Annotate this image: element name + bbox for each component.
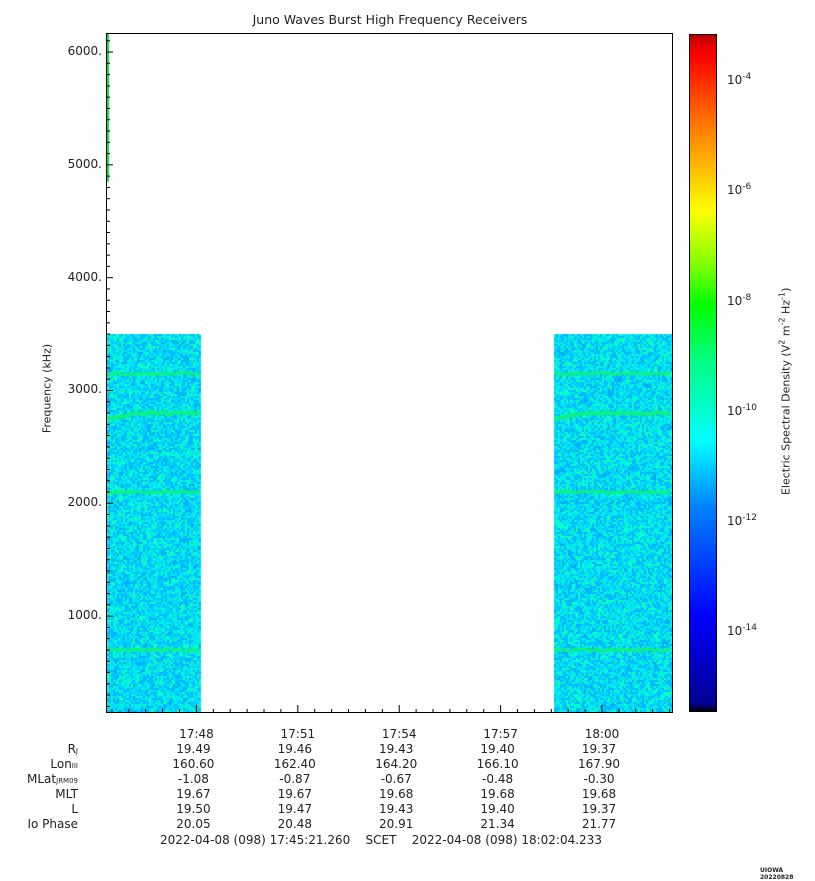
ephemeris-row-label: MLT: [0, 787, 78, 801]
time-range-footer: 2022-04-08 (098) 17:45:21.260 SCET 2022-…: [160, 833, 602, 847]
ephemeris-value: 19.47: [277, 802, 312, 816]
ephemeris-label-text: R: [67, 742, 76, 756]
colorbar-tick-exponent: -12: [742, 513, 757, 524]
ephemeris-label-subscript: III: [71, 762, 78, 770]
ephemeris-value: -0.67: [380, 772, 412, 786]
y-tick-label: 2000.: [67, 495, 102, 510]
scet-label: SCET: [365, 833, 397, 847]
ephemeris-value: 162.40: [273, 757, 316, 771]
colorbar-tick-label: 10-10: [727, 403, 757, 418]
ephemeris-value: 19.40: [480, 742, 515, 756]
colorbar-tick-base: 10: [727, 403, 743, 418]
colorbar-tick-exponent: -14: [742, 623, 757, 634]
ephemeris-label-text: Lon: [50, 757, 72, 771]
ephemeris-row-label: L: [0, 802, 78, 816]
ephemeris-label-subscript: JRM09: [56, 777, 78, 785]
ephemeris-value: 19.37: [581, 742, 617, 756]
version-tag: UIOWA 20220828: [760, 867, 794, 881]
ephemeris-value: -1.08: [177, 772, 209, 786]
start-time: 2022-04-08 (098) 17:45:21.260: [160, 833, 351, 847]
ephemeris-value: -0.87: [279, 772, 311, 786]
ephemeris-value: 19.46: [277, 742, 312, 756]
chart-title: Juno Waves Burst High Frequency Receiver…: [252, 12, 528, 27]
ephemeris-value: 19.43: [379, 742, 414, 756]
ephemeris-value: 19.49: [176, 742, 211, 756]
ephemeris-label-text: L: [71, 802, 78, 816]
ephemeris-row-label: RJ: [0, 742, 78, 756]
ephemeris-value: 19.43: [379, 802, 414, 816]
ephemeris-value: -0.48: [482, 772, 514, 786]
colorbar-tick-label: 10-12: [727, 513, 757, 528]
ephemeris-value: 19.67: [176, 787, 211, 801]
y-tick-label: 1000.: [67, 608, 102, 623]
y-tick-label: 6000.: [67, 44, 102, 59]
ephemeris-label-text: Io Phase: [27, 817, 78, 831]
ephemeris-value: 19.67: [277, 787, 312, 801]
colorbar-tick-label: 10-6: [727, 182, 751, 197]
ephemeris-label-text: MLat: [27, 772, 57, 786]
colorbar-label: Electric Spectral Density (V2 m-2 Hz-1): [777, 287, 793, 496]
ephemeris-value: 20.48: [277, 817, 312, 831]
ephemeris-row-label: Io Phase: [0, 817, 78, 831]
spectrogram-canvas: [107, 34, 672, 712]
colorbar-tick-label: 10-14: [727, 623, 757, 638]
colorbar-tick-exponent: -10: [742, 402, 757, 413]
colorbar-tick-label: 10-8: [727, 293, 751, 308]
end-time: 2022-04-08 (098) 18:02:04.233: [411, 833, 602, 847]
ephemeris-row-label: LonIII: [0, 757, 78, 771]
ephemeris-value: 20.91: [379, 817, 414, 831]
ephemeris-value: 19.40: [480, 802, 515, 816]
x-tick-label: 17:51: [280, 727, 316, 741]
y-tick-label: 4000.: [67, 269, 102, 284]
colorbar-tick-base: 10: [727, 73, 743, 88]
y-tick-label: 3000.: [67, 382, 102, 397]
ephemeris-value: 19.68: [581, 787, 617, 801]
ephemeris-value: 160.60: [172, 757, 215, 771]
ephemeris-label-subscript: J: [75, 747, 78, 755]
x-tick-label: 18:00: [584, 727, 620, 741]
ephemeris-value: 19.50: [176, 802, 211, 816]
colorbar-tick-base: 10: [727, 183, 743, 198]
colorbar-tick-label: 10-4: [727, 72, 751, 87]
ephemeris-value: 21.77: [581, 817, 617, 831]
colorbar-tick-base: 10: [727, 624, 743, 639]
colorbar: [689, 34, 717, 712]
ephemeris-value: 166.10: [476, 757, 519, 771]
colorbar-tick-exponent: -4: [742, 72, 752, 83]
ephemeris-label-text: MLT: [55, 787, 78, 801]
y-tick-label: 5000.: [67, 156, 102, 171]
x-tick-label: 17:48: [179, 727, 214, 741]
ephemeris-value: 19.37: [581, 802, 617, 816]
colorbar-tick-base: 10: [727, 293, 743, 308]
ephemeris-row-label: MLatJRM09: [0, 772, 78, 786]
ephemeris-value: 21.34: [480, 817, 515, 831]
colorbar-tick-base: 10: [727, 514, 743, 529]
ephemeris-value: 167.90: [578, 757, 621, 771]
x-tick-label: 17:54: [381, 727, 417, 741]
colorbar-tick-exponent: -8: [742, 292, 752, 303]
colorbar-tick-exponent: -6: [742, 182, 752, 193]
ephemeris-value: -0.30: [583, 772, 615, 786]
ephemeris-value: 19.68: [480, 787, 515, 801]
ephemeris-value: 164.20: [375, 757, 418, 771]
ephemeris-value: 19.68: [379, 787, 414, 801]
ephemeris-value: 20.05: [176, 817, 211, 831]
x-tick-label: 17:57: [483, 727, 518, 741]
